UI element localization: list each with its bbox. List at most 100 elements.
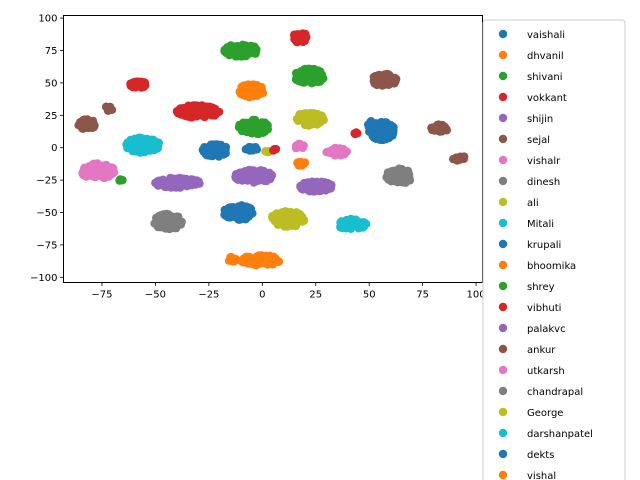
scatter-point xyxy=(263,124,272,134)
scatter-point xyxy=(359,222,368,231)
scatter-point xyxy=(290,31,299,41)
scatter-point xyxy=(345,222,354,232)
legend-marker xyxy=(498,470,508,480)
y-tick-label: 0 xyxy=(51,143,57,154)
scatter-point xyxy=(314,110,323,120)
series-shivani xyxy=(115,40,261,185)
scatter-point xyxy=(248,47,257,56)
scatter-point xyxy=(231,255,240,264)
scatter-point xyxy=(428,124,438,134)
series-vokkant xyxy=(172,101,362,139)
scatter-point xyxy=(380,70,390,79)
scatter-point xyxy=(350,129,360,139)
legend-item: George xyxy=(498,407,563,419)
legend-item: chandrapal xyxy=(498,386,583,398)
legend-marker xyxy=(498,344,508,354)
scatter-point xyxy=(170,223,180,233)
scatter-point xyxy=(275,213,284,222)
legend-item: utkarsh xyxy=(498,365,565,377)
scatter-point xyxy=(255,251,264,260)
legend-marker xyxy=(498,386,508,396)
series-mitali xyxy=(122,133,163,157)
legend-item: darshanpatel xyxy=(498,428,593,440)
scatter-point xyxy=(179,103,188,113)
series-vishalr xyxy=(78,159,119,183)
scatter-point xyxy=(330,144,339,153)
legend-item: vokkant xyxy=(498,92,567,104)
scatter-point xyxy=(224,204,233,213)
legend-label: shijin xyxy=(527,114,553,125)
y-tick-label: 75 xyxy=(45,46,58,57)
scatter-point xyxy=(157,220,166,229)
legend-marker xyxy=(498,50,508,60)
scatter-point xyxy=(195,179,204,188)
legend-item: krupali xyxy=(498,239,561,251)
scatter-point xyxy=(81,118,91,128)
scatter-point xyxy=(373,131,383,140)
legend-label: Mitali xyxy=(527,219,554,230)
legend-marker xyxy=(498,323,508,333)
legend-marker xyxy=(498,281,508,291)
scatter-point xyxy=(249,255,258,265)
scatter-point xyxy=(105,102,115,112)
scatter-point xyxy=(369,123,379,132)
legend-label: chandrapal xyxy=(527,387,583,398)
legend-item: ankur xyxy=(498,344,556,356)
scatter-point xyxy=(167,183,176,192)
scatter-point xyxy=(222,44,231,54)
legend-label: ankur xyxy=(527,345,556,356)
series-sejal xyxy=(369,69,401,90)
scatter-point xyxy=(294,140,303,150)
y-tick-label: 100 xyxy=(38,14,57,25)
legend-label: vibhuti xyxy=(527,303,561,314)
scatter-point xyxy=(385,123,395,133)
x-axis: −75 −50 −25 0 25 50 75 100 xyxy=(91,282,486,301)
scatter-point xyxy=(437,125,447,135)
scatter-point xyxy=(173,179,183,189)
x-tick-label: 100 xyxy=(467,290,486,301)
series-chandrapal xyxy=(382,164,415,187)
legend-label: ali xyxy=(527,198,539,209)
legend-item: vishal xyxy=(498,470,556,480)
scatter-point xyxy=(300,77,310,86)
scatter-point xyxy=(94,165,104,174)
legend-marker xyxy=(498,239,508,249)
scatter-point xyxy=(396,165,406,175)
legend-label: George xyxy=(527,408,563,419)
y-axis: −100 −75 −50 −25 0 25 50 75 100 xyxy=(30,14,64,284)
legend-label: dinesh xyxy=(527,177,560,188)
legend-item: vaishali xyxy=(498,29,565,41)
legend-label: vaishali xyxy=(527,30,565,41)
legend-item: sejal xyxy=(498,134,550,146)
y-tick-label: 25 xyxy=(45,111,58,122)
x-tick-label: 25 xyxy=(309,290,322,301)
scatter-point xyxy=(246,168,255,177)
legend-frame xyxy=(482,19,626,480)
scatter-point xyxy=(353,218,362,227)
scatter-point xyxy=(231,172,240,181)
scatter-point xyxy=(268,213,277,223)
y-tick-label: −25 xyxy=(36,176,57,187)
legend-marker xyxy=(498,29,508,39)
scatter-point xyxy=(269,146,278,155)
scatter-point xyxy=(243,204,253,213)
scatter-point xyxy=(257,118,267,127)
y-tick-label: −100 xyxy=(30,273,57,284)
legend-marker xyxy=(498,428,508,438)
scatter-point xyxy=(218,145,227,155)
legend-label: palakvc xyxy=(527,324,566,335)
legend-label: dhvanil xyxy=(527,51,564,62)
y-tick-label: −50 xyxy=(36,208,57,219)
scatter-point xyxy=(130,78,140,87)
y-tick-label: 50 xyxy=(45,78,58,89)
scatter-point xyxy=(204,151,213,160)
x-tick-label: −50 xyxy=(145,290,166,301)
scatter-point xyxy=(88,171,97,181)
scatter-point xyxy=(177,217,186,226)
scatter-point xyxy=(382,173,391,182)
scatter-point xyxy=(88,118,97,127)
scatter-point xyxy=(380,134,389,143)
scatter-point xyxy=(250,117,259,126)
legend-item: Mitali xyxy=(498,218,554,230)
scatter-point xyxy=(210,141,220,150)
